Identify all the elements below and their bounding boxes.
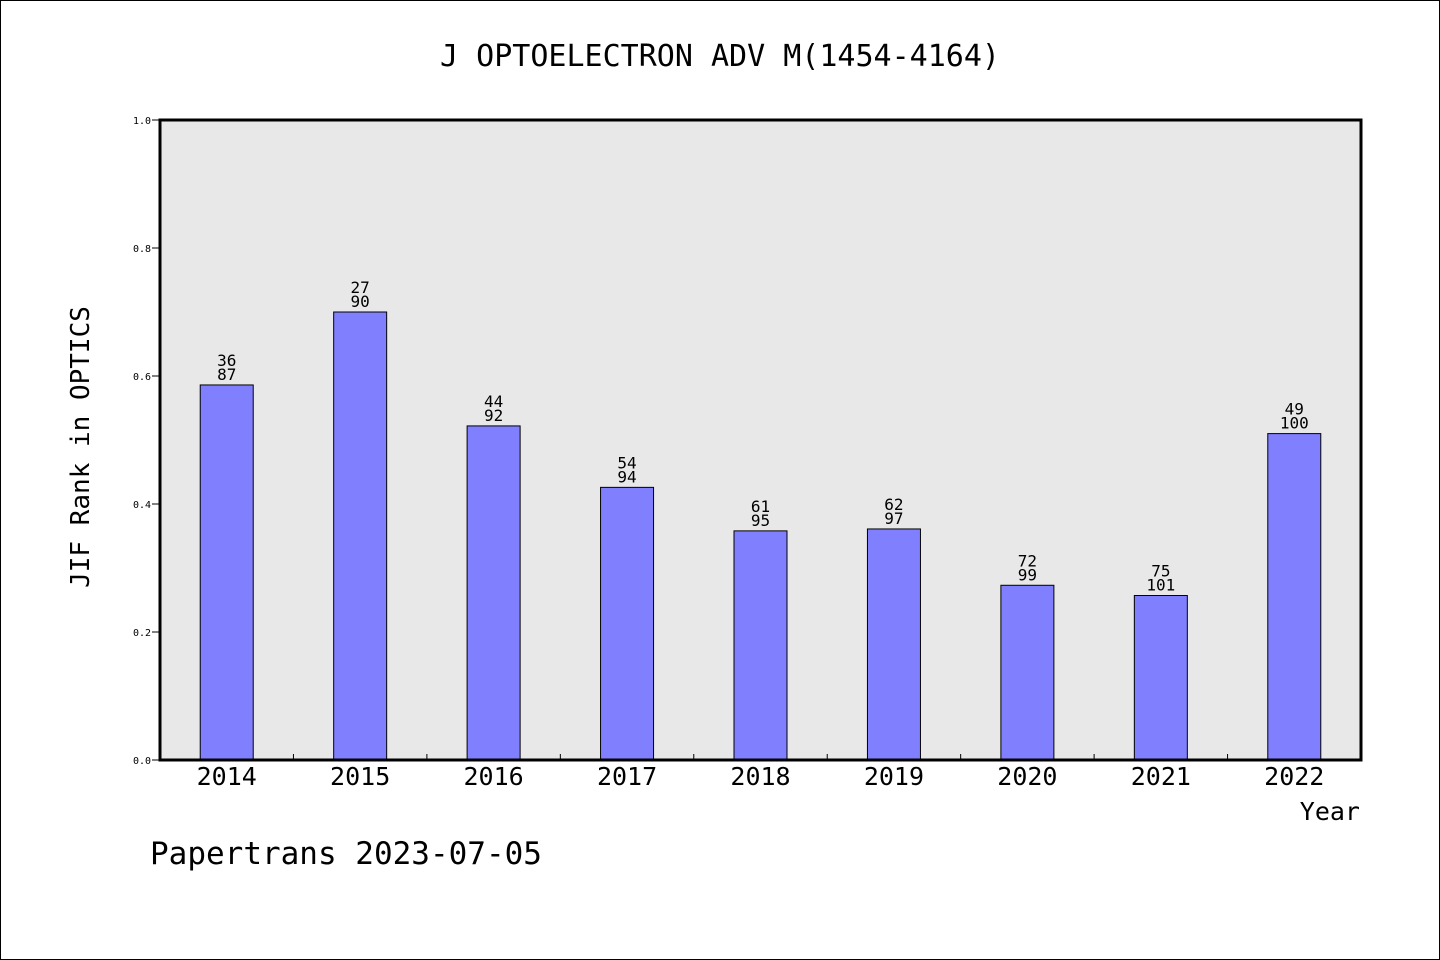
bar-2020	[1000, 584, 1055, 761]
bar-label-rank: 61	[751, 497, 770, 516]
x-axis-label: Year	[1300, 797, 1360, 826]
bar-label-total: 94	[617, 467, 636, 486]
x-tick-label: 2014	[197, 762, 257, 791]
bar-2017	[600, 486, 655, 761]
bar-label-total: 90	[351, 292, 370, 311]
bar-2018	[733, 530, 788, 761]
bar-label-total: 87	[217, 365, 236, 384]
bar-label-rank: 72	[1018, 551, 1037, 570]
x-axis: 2014 2015 2016 2017 2018 2019 2020 2021 2022	[197, 754, 1324, 791]
watermark-text: Papertrans 2023-07-05	[150, 836, 542, 872]
x-tick-label: 2020	[997, 762, 1057, 791]
bar-2019	[866, 528, 921, 761]
chart-title: J OPTOELECTRON ADV M(1454-4164)	[440, 39, 1000, 74]
bar-2016	[466, 425, 521, 761]
bar-label-rank: 75	[1151, 562, 1170, 581]
x-tick-label: 2016	[464, 762, 524, 791]
bar-label-rank: 36	[217, 351, 236, 370]
y-tick-label: 0.6	[133, 372, 151, 383]
x-tick-label: 2022	[1264, 762, 1324, 791]
x-tick-label: 2021	[1131, 762, 1191, 791]
y-tick-label: 0.2	[133, 628, 151, 639]
bar-label-rank: 49	[1285, 400, 1304, 419]
y-tick-label: 0.8	[133, 244, 151, 255]
bar-label-rank: 44	[484, 392, 503, 411]
x-tick-label: 2015	[330, 762, 390, 791]
bar-label-rank: 62	[884, 495, 903, 514]
y-tick-label: 1.0	[133, 116, 151, 127]
bar-label-total: 99	[1018, 565, 1037, 584]
bar-2021	[1133, 595, 1188, 761]
x-tick-label: 2017	[597, 762, 657, 791]
bar-label-total: 92	[484, 406, 503, 425]
plot-border	[158, 118, 1363, 762]
y-tick-label: 0.4	[133, 500, 151, 511]
bar-2014	[199, 384, 254, 761]
y-axis: 0.0 0.2 0.4 0.6 0.8 1.0	[133, 116, 160, 767]
bar-label-rank: 27	[351, 278, 370, 297]
bar-2015	[333, 311, 388, 761]
bar-label-rank: 54	[617, 453, 636, 472]
y-tick-label: 0.0	[133, 756, 151, 767]
y-axis-label: JIF Rank in OPTICS	[66, 306, 96, 588]
bar-label-total: 97	[884, 509, 903, 528]
bar-label-total: 100	[1280, 414, 1309, 433]
x-tick-label: 2018	[730, 762, 790, 791]
bar-2022	[1267, 433, 1322, 761]
bar-label-total: 95	[751, 511, 770, 530]
x-tick-label: 2019	[864, 762, 924, 791]
bar-label-total: 101	[1146, 576, 1175, 595]
